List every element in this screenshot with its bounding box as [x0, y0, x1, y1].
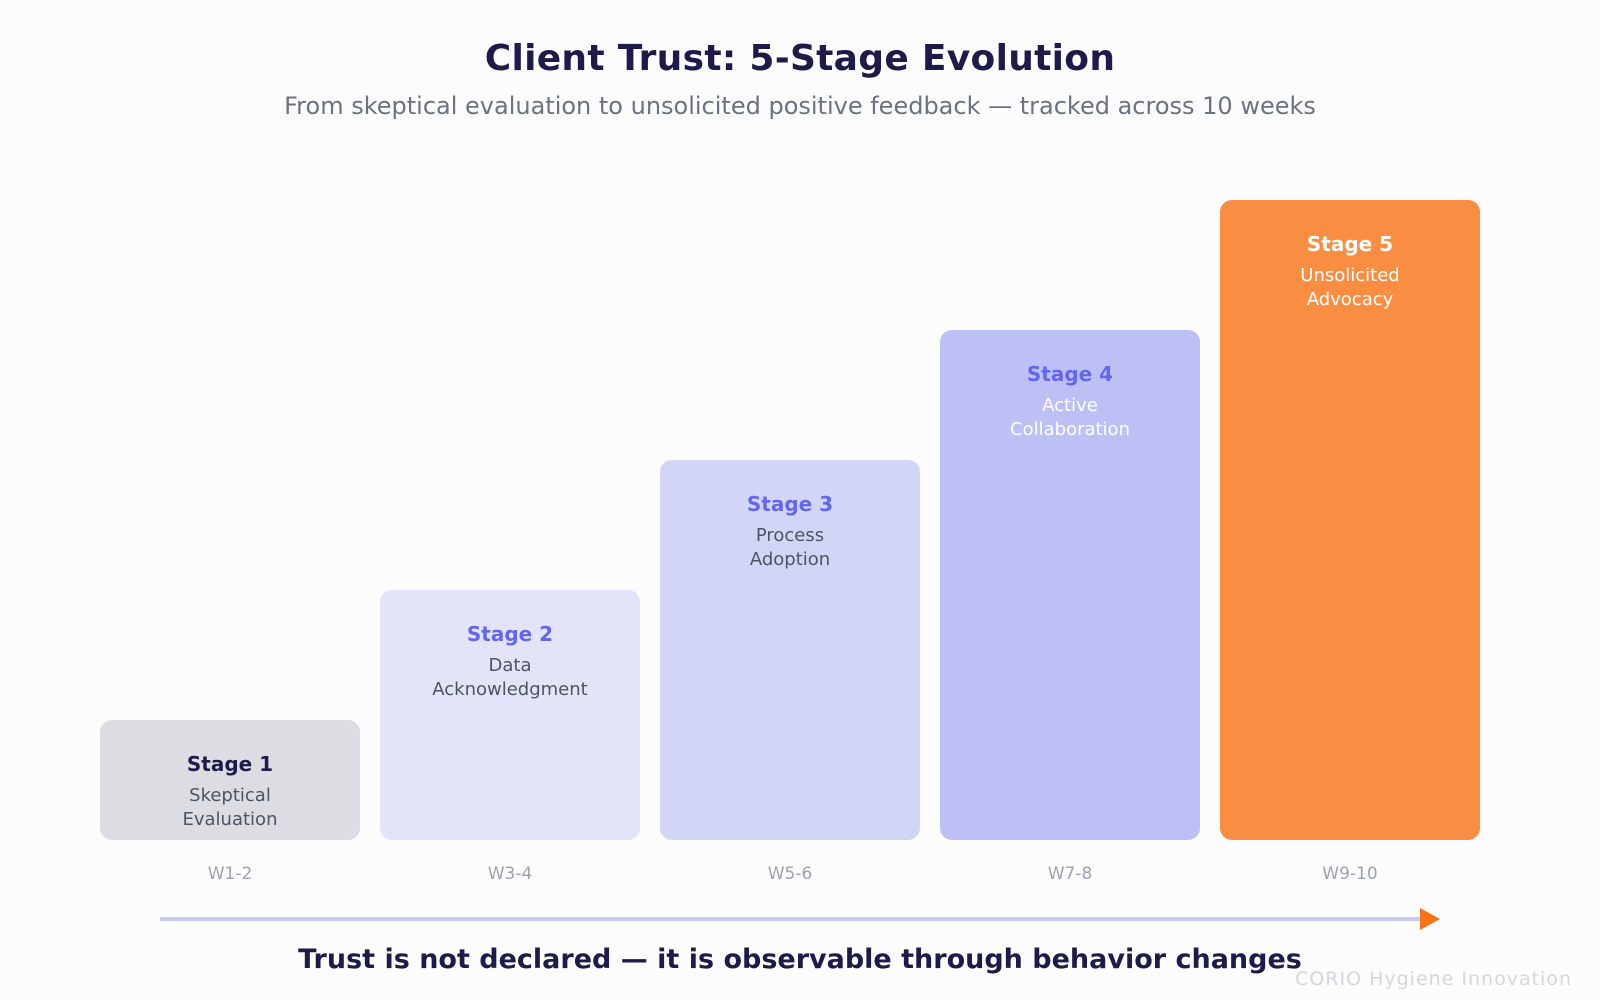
stage-5-card: Stage 5 Unsolicited Advocacy	[1220, 200, 1480, 840]
stage-name: Stage 4	[1026, 362, 1114, 386]
arrow-head-icon	[1420, 908, 1440, 930]
stage-name: Stage 1	[186, 752, 274, 776]
stage-name: Stage 3	[746, 492, 834, 516]
week-label: W1-2	[207, 864, 253, 884]
week-label: W5-6	[767, 864, 813, 884]
stage-description: Process Adoption	[749, 525, 831, 570]
week-label: W9-10	[1322, 864, 1378, 884]
stage-description: Skeptical Evaluation	[182, 785, 278, 830]
watermark: CORIO Hygiene Innovation	[1295, 968, 1572, 990]
stage-description: Unsolicited Advocacy	[1300, 265, 1400, 310]
page-title: Client Trust: 5-Stage Evolution	[484, 38, 1116, 79]
stage-name: Stage 2	[466, 622, 554, 646]
footer-tagline: Trust is not declared — it is observable…	[298, 944, 1302, 975]
week-label: W3-4	[487, 864, 533, 884]
page-subtitle: From skeptical evaluation to unsolicited…	[284, 92, 1316, 120]
stage-name: Stage 5	[1306, 232, 1394, 256]
week-label: W7-8	[1047, 864, 1093, 884]
timeline-arrow	[160, 908, 1440, 930]
stage-1-card: Stage 1 Skeptical Evaluation	[100, 720, 360, 840]
stage-description: Active Collaboration	[1010, 395, 1130, 440]
stage-2-card: Stage 2 Data Acknowledgment	[380, 590, 640, 840]
stage-3-card: Stage 3 Process Adoption	[660, 460, 920, 840]
stage-description: Data Acknowledgment	[432, 655, 588, 700]
stage-4-card: Stage 4 Active Collaboration	[940, 330, 1200, 840]
